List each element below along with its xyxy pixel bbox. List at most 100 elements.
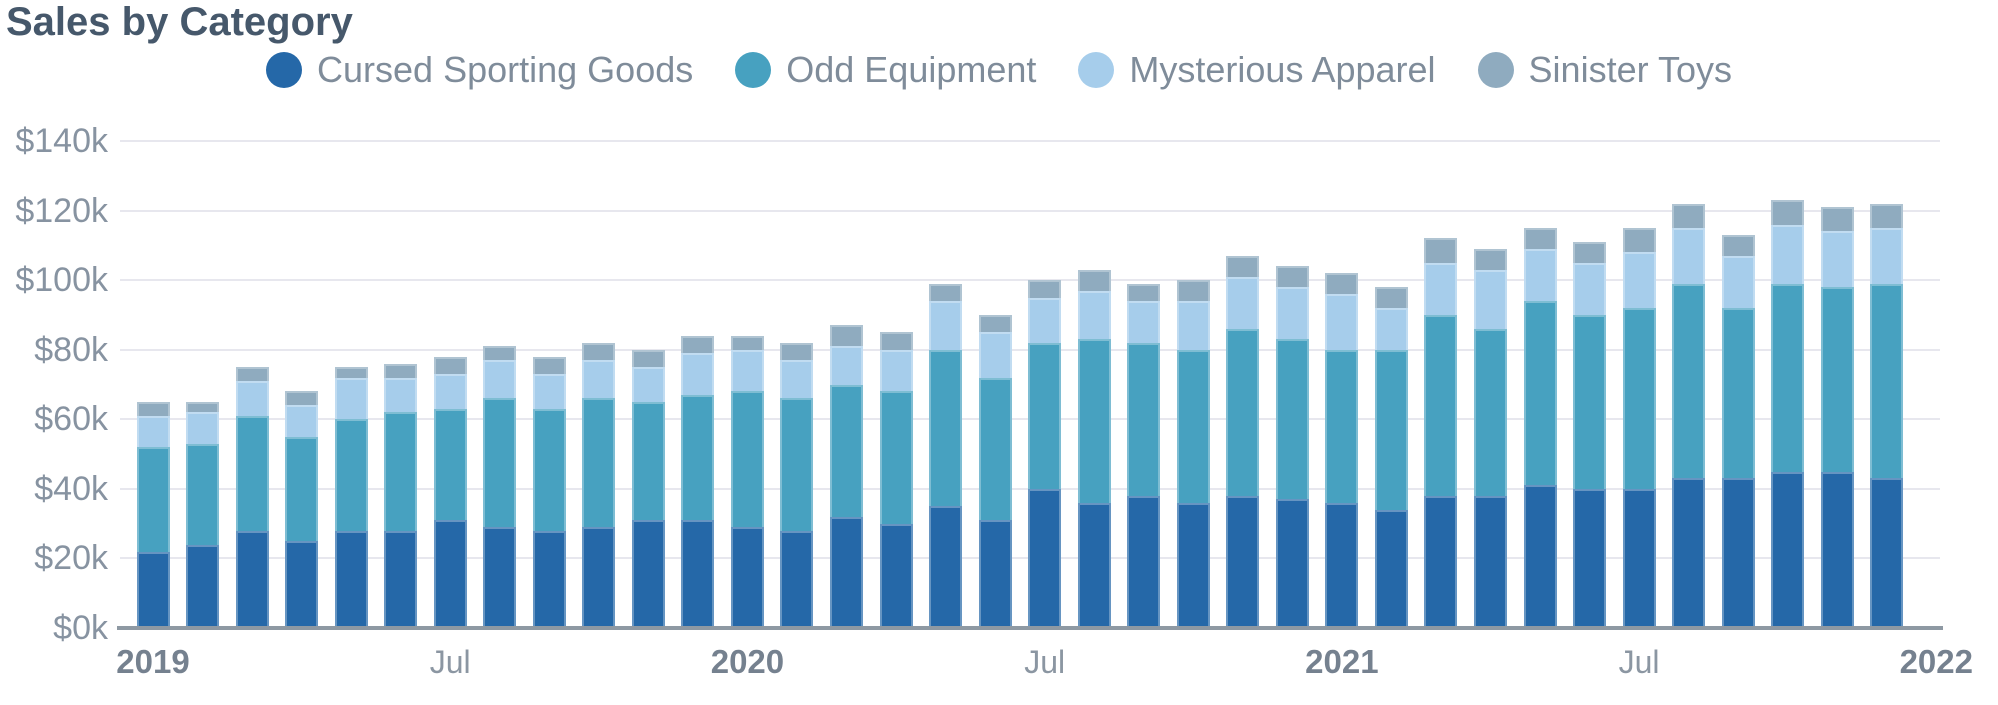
bar-segment[interactable] xyxy=(1672,203,1706,228)
bar-segment[interactable] xyxy=(1077,269,1111,291)
bar-column-2019-11[interactable] xyxy=(631,349,665,628)
bar-segment[interactable] xyxy=(1573,488,1607,628)
bar-column-2019-07[interactable] xyxy=(433,356,467,628)
bar-column-2019-03[interactable] xyxy=(235,367,269,628)
bar-segment[interactable] xyxy=(1176,349,1210,503)
bar-segment[interactable] xyxy=(1127,283,1161,302)
bar-segment[interactable] xyxy=(1374,509,1408,628)
bar-segment[interactable] xyxy=(1176,280,1210,302)
bar-segment[interactable] xyxy=(384,530,418,628)
bar-segment[interactable] xyxy=(384,412,418,531)
bar-segment[interactable] xyxy=(879,523,913,628)
bar-segment[interactable] xyxy=(1325,502,1359,628)
bar-segment[interactable] xyxy=(1721,255,1755,308)
bar-segment[interactable] xyxy=(1672,283,1706,479)
bar-segment[interactable] xyxy=(730,391,764,528)
bar-segment[interactable] xyxy=(681,395,715,521)
bar-segment[interactable] xyxy=(1077,502,1111,628)
bar-column-2021-11[interactable] xyxy=(1820,207,1854,628)
bar-segment[interactable] xyxy=(334,530,368,628)
bar-segment[interactable] xyxy=(1325,273,1359,295)
bar-column-2019-06[interactable] xyxy=(384,363,418,628)
bar-segment[interactable] xyxy=(1870,283,1904,479)
bar-segment[interactable] xyxy=(186,401,220,413)
bar-column-2021-10[interactable] xyxy=(1771,200,1805,628)
bar-segment[interactable] xyxy=(1820,471,1854,628)
bar-segment[interactable] xyxy=(879,349,913,392)
bar-segment[interactable] xyxy=(1473,269,1507,329)
bar-segment[interactable] xyxy=(1374,349,1408,510)
bar-segment[interactable] xyxy=(1771,200,1805,225)
bar-column-2019-05[interactable] xyxy=(334,367,368,628)
bar-segment[interactable] xyxy=(631,367,665,402)
bar-column-2019-08[interactable] xyxy=(483,346,517,628)
bar-segment[interactable] xyxy=(1870,478,1904,628)
bar-segment[interactable] xyxy=(1424,262,1458,315)
bar-segment[interactable] xyxy=(978,315,1012,333)
bar-segment[interactable] xyxy=(433,408,467,521)
bar-segment[interactable] xyxy=(879,332,913,350)
bar-segment[interactable] xyxy=(1424,495,1458,628)
bar-segment[interactable] xyxy=(830,325,863,347)
bar-column-2019-04[interactable] xyxy=(285,391,319,628)
bar-segment[interactable] xyxy=(1226,255,1260,277)
bar-segment[interactable] xyxy=(1028,280,1062,298)
bar-segment[interactable] xyxy=(1374,308,1408,350)
bar-segment[interactable] xyxy=(681,335,715,354)
bar-segment[interactable] xyxy=(1424,238,1458,263)
bar-segment[interactable] xyxy=(780,360,814,399)
bar-column-2021-12[interactable] xyxy=(1870,203,1904,628)
bar-segment[interactable] xyxy=(433,374,467,409)
bar-segment[interactable] xyxy=(1820,231,1854,288)
bar-column-2021-06[interactable] xyxy=(1573,241,1607,628)
bar-segment[interactable] xyxy=(730,335,764,350)
legend-item-3[interactable]: Mysterious Apparel xyxy=(1078,50,1436,90)
bar-column-2020-04[interactable] xyxy=(879,332,913,628)
bar-segment[interactable] xyxy=(1028,297,1062,343)
bar-segment[interactable] xyxy=(136,551,170,628)
bar-segment[interactable] xyxy=(582,398,616,528)
bar-segment[interactable] xyxy=(235,367,269,382)
bar-segment[interactable] xyxy=(384,363,418,378)
bar-segment[interactable] xyxy=(1226,276,1260,329)
bar-segment[interactable] xyxy=(929,506,963,628)
bar-column-2021-02[interactable] xyxy=(1374,287,1408,628)
bar-segment[interactable] xyxy=(1176,301,1210,350)
bar-segment[interactable] xyxy=(1275,339,1309,500)
bar-column-2019-02[interactable] xyxy=(186,401,220,628)
bar-segment[interactable] xyxy=(1622,227,1656,253)
bar-segment[interactable] xyxy=(681,520,715,628)
bar-column-2021-05[interactable] xyxy=(1523,227,1557,628)
bar-column-2021-09[interactable] xyxy=(1721,234,1755,628)
bar-segment[interactable] xyxy=(1721,307,1755,479)
bar-segment[interactable] xyxy=(433,356,467,375)
bar-segment[interactable] xyxy=(1622,252,1656,309)
bar-segment[interactable] xyxy=(830,384,863,517)
bar-segment[interactable] xyxy=(384,377,418,413)
bar-segment[interactable] xyxy=(1473,248,1507,270)
legend-item-1[interactable]: Cursed Sporting Goods xyxy=(266,50,693,90)
bar-segment[interactable] xyxy=(483,527,517,628)
bar-segment[interactable] xyxy=(1325,294,1359,350)
bar-column-2020-11[interactable] xyxy=(1226,255,1260,628)
bar-segment[interactable] xyxy=(1523,227,1557,249)
bar-segment[interactable] xyxy=(780,530,814,628)
bar-segment[interactable] xyxy=(1523,485,1557,628)
bar-segment[interactable] xyxy=(1672,227,1706,284)
bar-segment[interactable] xyxy=(631,401,665,521)
bar-column-2019-01[interactable] xyxy=(136,401,170,628)
bar-segment[interactable] xyxy=(186,443,220,545)
bar-segment[interactable] xyxy=(1473,495,1507,628)
bar-segment[interactable] xyxy=(334,377,368,420)
bar-segment[interactable] xyxy=(1771,224,1805,284)
bar-segment[interactable] xyxy=(1028,342,1062,489)
bar-segment[interactable] xyxy=(1622,308,1656,489)
bar-segment[interactable] xyxy=(532,408,566,531)
bar-segment[interactable] xyxy=(929,283,963,302)
bar-segment[interactable] xyxy=(1820,287,1854,472)
bar-segment[interactable] xyxy=(433,520,467,628)
bar-segment[interactable] xyxy=(1275,287,1309,340)
legend-item-4[interactable]: Sinister Toys xyxy=(1477,50,1732,90)
bar-segment[interactable] xyxy=(1672,478,1706,628)
bar-column-2021-01[interactable] xyxy=(1325,273,1359,628)
